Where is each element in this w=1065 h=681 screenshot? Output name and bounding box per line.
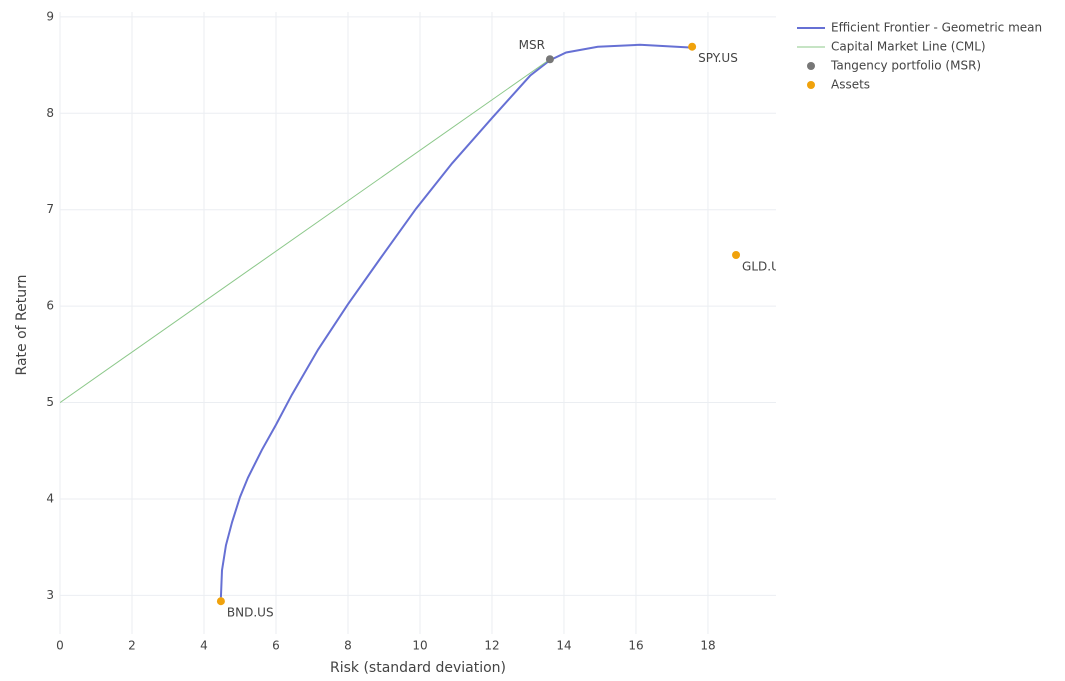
y-tick-label: 8: [46, 106, 54, 120]
legend-swatch: [807, 62, 815, 70]
y-tick-label: 3: [46, 588, 54, 602]
legend-swatch: [807, 81, 815, 89]
y-tick-label: 7: [46, 202, 54, 216]
point-label: SPY.US: [698, 51, 738, 65]
x-tick-label: 10: [412, 639, 427, 653]
x-tick-label: 6: [272, 639, 280, 653]
x-tick-label: 4: [200, 639, 208, 653]
data-point: [545, 55, 554, 64]
x-tick-label: 12: [484, 639, 499, 653]
legend-label: Assets: [831, 78, 870, 92]
point-label: MSR: [519, 38, 545, 52]
y-tick-label: 4: [46, 491, 54, 505]
data-point: [732, 251, 741, 260]
series-line: [60, 58, 551, 403]
x-axis-title: Risk (standard deviation): [330, 660, 506, 676]
x-tick-label: 14: [556, 639, 571, 653]
series-line: [219, 43, 693, 598]
legend-label: Tangency portfolio (MSR): [830, 59, 981, 73]
legend-label: Capital Market Line (CML): [831, 40, 986, 54]
y-tick-label: 6: [46, 299, 54, 313]
y-tick-label: 9: [46, 9, 54, 23]
data-point: [216, 597, 225, 606]
data-point: [688, 42, 697, 51]
x-tick-label: 18: [700, 639, 715, 653]
y-axis-title: Rate of Return: [14, 275, 30, 376]
x-tick-label: 16: [628, 639, 643, 653]
x-tick-label: 2: [128, 639, 136, 653]
legend-label: Efficient Frontier - Geometric mean: [831, 21, 1042, 35]
legend: Efficient Frontier - Geometric mean Capit…: [797, 21, 1042, 92]
point-label: GLD.US: [742, 260, 787, 274]
grid: [59, 12, 776, 634]
x-tick-label: 0: [56, 639, 64, 653]
x-tick-label: 8: [344, 639, 352, 653]
y-tick-label: 5: [46, 395, 54, 409]
point-label: BND.US: [227, 606, 274, 620]
plot-area: MSR BND.US SPY.US GLD.US: [60, 38, 787, 620]
